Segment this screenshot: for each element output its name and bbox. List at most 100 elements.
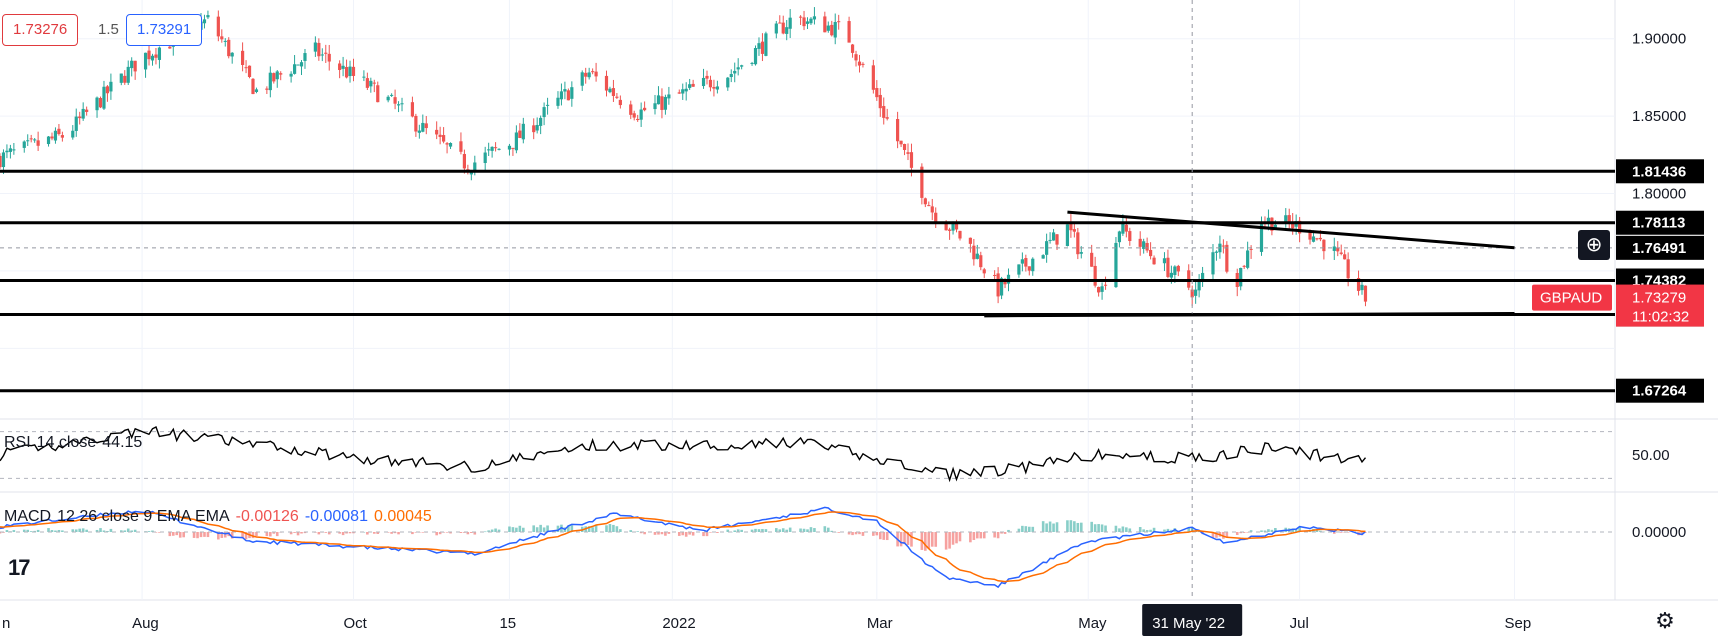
candle-down [1027,266,1031,271]
macd-histogram-bar [522,527,525,532]
macd-histogram-bar [147,531,151,532]
candle-down [1145,243,1149,251]
current-price-tag [1616,284,1704,327]
candle-up [1041,255,1045,259]
rsi-value: 44.15 [102,434,143,451]
candle-up [109,81,113,92]
rsi-axis-label: 50.00 [1632,447,1670,464]
bid-price-button[interactable]: 1.73276 [2,14,79,46]
macd-histogram-bar [1239,532,1243,534]
macd-histogram-bar [338,532,341,534]
candle-up [102,86,106,109]
macd-histogram-bar [927,532,931,549]
macd-histogram-bar [223,532,227,538]
macd-histogram-bar [192,532,196,538]
candle-up [396,104,401,106]
macd-histogram-bar [667,532,671,534]
macd-histogram-bar [823,526,827,532]
macd-histogram-bar [206,532,210,538]
candle-down [1138,238,1142,247]
plus-circle-icon[interactable]: ⊕ [1578,230,1610,260]
candle-down [1339,252,1343,254]
time-axis-label: May [1078,615,1107,632]
macd-histogram-bar [903,532,906,545]
macd-histogram-bar [677,532,681,536]
macd-histogram-bar [726,529,730,532]
candle-up [74,116,78,131]
symbol-tag-label: GBPAUD [1540,290,1602,307]
candle-up [1311,236,1316,242]
macd-histogram-bar [761,528,764,532]
price-tick-label: 1.90000 [1632,31,1686,48]
candle-down [493,147,498,149]
macd-histogram-bar [1069,520,1073,532]
macd-histogram-bar [1145,530,1149,532]
tradingview-logo[interactable]: 17 [8,555,31,580]
candle-down [327,53,331,62]
candle-down [830,24,834,36]
candle-down [459,141,463,152]
candle-up [1200,272,1205,281]
candle-down [227,39,231,57]
macd-histogram-bar [639,532,643,534]
candle-down [36,140,40,146]
candle-up [369,80,373,87]
candle-down [594,71,598,77]
macd-histogram-bar [1166,528,1170,532]
candle-up [1162,258,1167,264]
macd-histogram-bar [1187,527,1191,532]
macd-histogram-bar [1007,529,1010,532]
candle-up [1239,267,1243,287]
macd-histogram-bar [126,528,130,532]
candle-up [95,97,99,111]
candle-down [847,21,851,43]
candle-down [899,140,903,145]
candle-up [542,107,546,118]
candle-up [1142,241,1146,249]
candle-down [29,138,33,140]
candle-up [390,94,394,96]
candle-down [98,97,103,108]
macd-line-value: -0.00081 [304,508,368,525]
candle-up [1051,232,1056,241]
ask-price-button[interactable]: 1.73291 [126,14,203,46]
macd-histogram-bar [175,532,179,536]
macd-histogram-bar [397,532,400,535]
candle-up [715,86,719,90]
candle-up [1100,286,1104,292]
macd-histogram-bar [570,525,574,532]
candle-down [760,41,765,54]
candle-up [22,141,26,148]
macd-histogram-bar [317,532,321,535]
macd-histogram-bar [705,532,709,537]
candle-up [701,77,706,87]
candle-up [126,66,130,83]
candle-up [580,72,584,86]
macd-histogram-bar [955,532,958,544]
macd-histogram-bar [470,532,473,533]
rsi-legend[interactable]: RSI 14 close 44.15 [4,434,148,452]
macd-histogram-bar [837,532,840,533]
macd-histogram-bar [924,532,927,551]
candle-up [497,148,501,150]
macd-legend[interactable]: MACD 12 26 close 9 EMA EMA -0.00126 -0.0008… [4,508,438,526]
macd-histogram-bar [1215,532,1218,538]
candle-down [78,116,82,119]
candle-down [691,83,695,87]
macd-histogram-bar [878,532,882,540]
candle-down [871,65,875,90]
candle-down [629,104,633,115]
candle-down [1308,232,1312,240]
candle-down [247,65,252,78]
candle-up [1332,246,1336,251]
macd-params: 12 26 close 9 EMA EMA [57,508,230,525]
macd-histogram-bar [1263,530,1267,532]
candle-up [150,55,155,61]
macd-histogram-bar [643,532,646,535]
macd-histogram-bar [532,525,536,532]
candle-up [639,109,643,120]
candle-up [5,150,9,153]
gear-icon[interactable]: ⚙ [1655,608,1675,633]
candle-down [147,50,151,60]
